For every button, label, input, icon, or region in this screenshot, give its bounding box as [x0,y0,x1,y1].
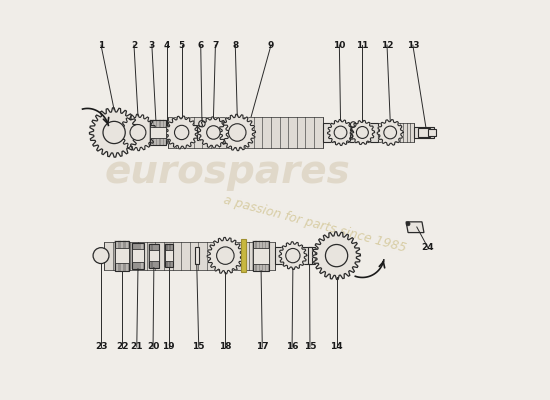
Polygon shape [279,242,307,270]
Polygon shape [164,244,173,267]
Text: 16: 16 [286,342,298,352]
Polygon shape [315,248,343,263]
Polygon shape [377,120,403,145]
Text: 2: 2 [131,40,137,50]
Text: 5: 5 [179,40,185,50]
Circle shape [334,126,347,139]
Polygon shape [414,126,434,138]
Circle shape [384,126,397,139]
Polygon shape [150,126,166,138]
Polygon shape [133,242,144,269]
Circle shape [207,126,220,139]
Polygon shape [115,248,129,263]
Text: 11: 11 [356,40,369,50]
Circle shape [326,244,348,267]
Circle shape [406,222,410,226]
Text: 14: 14 [330,342,343,352]
Polygon shape [406,222,424,232]
Polygon shape [350,120,375,144]
Polygon shape [253,248,269,264]
Circle shape [350,122,356,127]
Polygon shape [323,122,378,142]
Text: 8: 8 [232,40,238,50]
Polygon shape [197,125,200,140]
Text: 19: 19 [162,342,175,352]
Polygon shape [428,129,436,136]
Polygon shape [133,249,144,262]
Text: 22: 22 [116,342,128,352]
Polygon shape [120,114,156,151]
Polygon shape [219,114,255,151]
Text: 13: 13 [406,40,419,50]
Text: 4: 4 [164,40,170,50]
Circle shape [286,248,300,263]
Polygon shape [378,122,414,142]
Circle shape [174,125,189,140]
Polygon shape [275,247,315,264]
Circle shape [93,248,109,264]
Polygon shape [350,126,353,139]
Polygon shape [253,240,269,271]
Text: 1: 1 [98,40,104,50]
Polygon shape [149,244,159,268]
Polygon shape [207,238,244,274]
Polygon shape [165,116,198,149]
Text: 15: 15 [304,342,316,352]
Polygon shape [164,250,173,261]
Polygon shape [328,120,354,146]
Circle shape [229,124,246,141]
Text: 21: 21 [130,342,143,352]
Polygon shape [90,108,139,157]
Text: 17: 17 [256,342,268,352]
Text: 15: 15 [192,342,205,352]
Polygon shape [313,232,360,280]
Polygon shape [104,242,275,270]
Circle shape [103,121,125,144]
Text: 23: 23 [95,342,107,352]
Polygon shape [241,239,246,272]
Text: 12: 12 [381,40,393,50]
Text: a passion for parts since 1985: a passion for parts since 1985 [222,193,408,254]
Polygon shape [418,128,430,137]
Text: 6: 6 [197,40,204,50]
Polygon shape [195,247,199,264]
Text: 10: 10 [333,40,345,50]
Polygon shape [198,117,229,148]
Polygon shape [307,247,311,264]
Polygon shape [149,250,159,261]
Text: 3: 3 [148,40,155,50]
Text: 20: 20 [147,342,159,352]
Text: 9: 9 [268,40,274,50]
Circle shape [356,126,369,138]
Text: 24: 24 [422,243,435,252]
Text: 7: 7 [212,40,218,50]
Circle shape [130,124,146,140]
Circle shape [199,120,205,127]
Polygon shape [150,120,166,145]
Text: 18: 18 [219,342,232,352]
Polygon shape [115,240,129,271]
Polygon shape [168,116,323,148]
Text: eurospares: eurospares [104,153,350,191]
Circle shape [217,247,234,264]
